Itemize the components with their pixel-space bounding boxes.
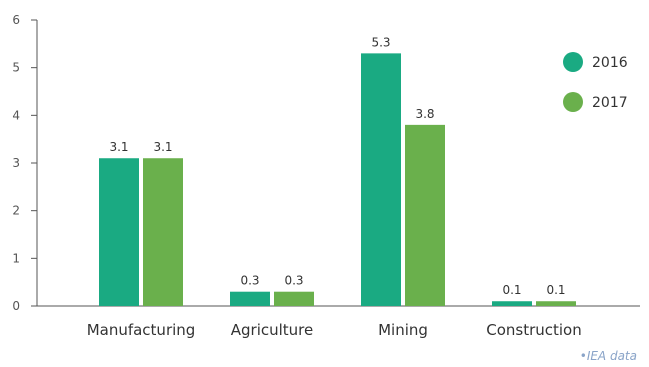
x-category-label: Agriculture [231,321,314,339]
y-tick-label: 5 [12,61,20,75]
data-label: 3.1 [153,140,172,154]
bar-2016-manufacturing [99,158,139,306]
bar-2017-manufacturing [143,158,183,306]
data-label: 0.1 [502,283,521,297]
y-tick-label: 4 [12,108,20,122]
x-category-label: Construction [486,321,582,339]
x-axis: Manufacturing Agriculture Mining Constructi… [37,305,640,339]
bars [99,53,576,306]
data-label: 0.1 [546,283,565,297]
bar-2016-construction [492,301,532,306]
bar-2016-mining [361,53,401,306]
legend-swatch-2016 [563,52,583,72]
bar-2017-mining [405,124,445,306]
legend: 2016 2017 [563,52,628,112]
x-category-label: Manufacturing [87,321,196,339]
data-label: 3.8 [415,107,434,121]
y-tick-label: 1 [12,251,20,265]
data-label: 5.3 [371,35,390,49]
legend-label: 2016 [592,55,628,71]
data-label: 0.3 [240,274,259,288]
legend-label: 2017 [592,95,628,111]
bar-2017-construction [536,301,576,306]
source-note: •IEA data [579,349,637,363]
y-axis: 0 1 2 3 4 5 6 [12,13,38,313]
y-tick-label: 6 [12,13,20,27]
data-labels: 3.1 3.1 0.3 0.3 5.3 3.8 0.1 0.1 [109,35,565,297]
y-tick-label: 0 [12,299,20,313]
y-tick-label: 3 [12,156,20,170]
legend-swatch-2017 [563,92,583,112]
y-tick-label: 2 [12,204,20,218]
bar-2017-agriculture [274,291,314,306]
x-category-label: Mining [378,321,428,339]
data-label: 3.1 [109,140,128,154]
bar-2016-agriculture [230,291,270,306]
data-label: 0.3 [284,274,303,288]
